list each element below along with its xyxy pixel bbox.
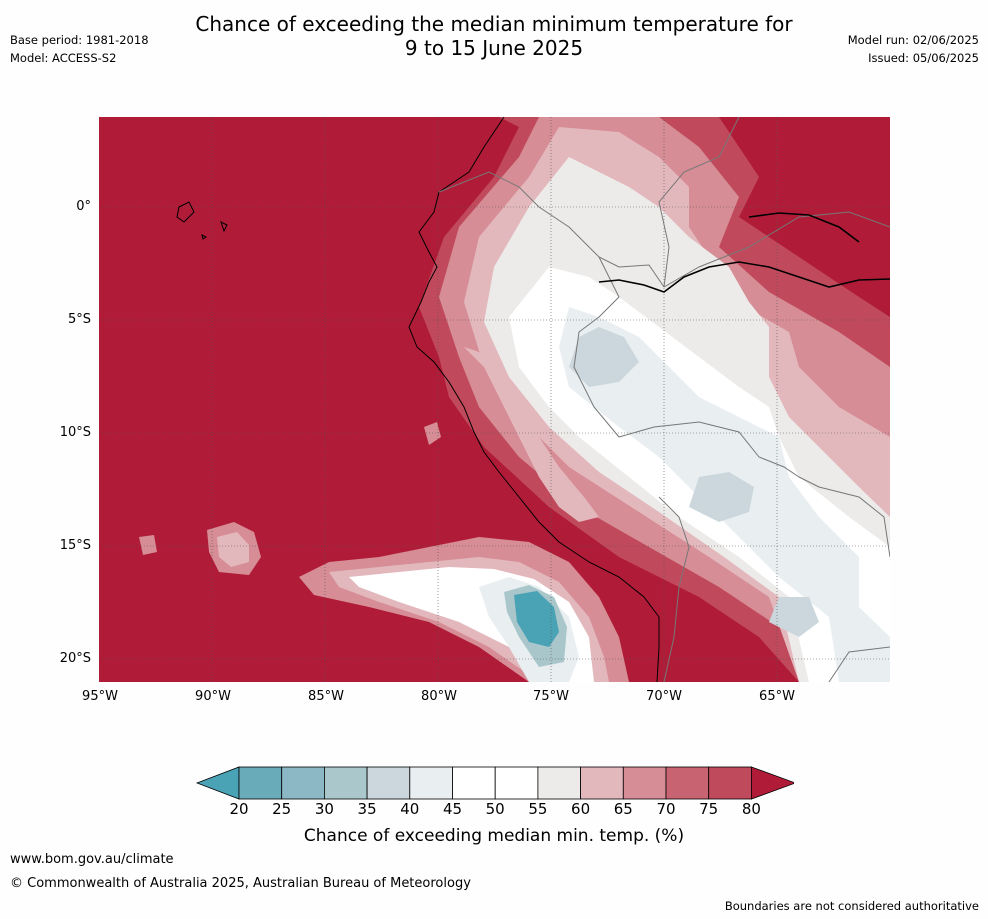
lon-label-80w: 80°W: [421, 689, 457, 704]
model-name: Model: ACCESS-S2: [10, 51, 117, 65]
lon-label-70w: 70°W: [646, 689, 682, 704]
colorbar-tick-label: 35: [357, 800, 377, 818]
lon-label-85w: 85°W: [308, 689, 344, 704]
colorbar-cell: [665, 766, 710, 800]
band-35: [569, 327, 639, 387]
title-line-1: Chance of exceeding the median minimum t…: [195, 12, 793, 36]
lon-label-95w: 95°W: [82, 689, 118, 704]
patch-coast-65: [464, 347, 599, 522]
coastline: [176, 117, 660, 682]
colorbar-cell: [366, 766, 411, 800]
colorbar-tick-label: 80: [741, 800, 761, 818]
band-35-b: [689, 472, 754, 522]
meta-right: Model run: 02/06/2025 Issued: 05/06/2025: [848, 31, 979, 67]
footer-url[interactable]: www.bom.gov.au/climate: [10, 852, 174, 867]
colorbar-cell: [537, 766, 581, 800]
patch-west-65: [217, 532, 249, 567]
colorbar: [196, 766, 794, 800]
colorbar-tick-label: 40: [400, 800, 420, 818]
colorbar-cell: [494, 766, 539, 800]
graticule: [99, 117, 890, 682]
colorbar-cell: [452, 766, 496, 800]
title-line-2: 9 to 15 June 2025: [404, 36, 584, 60]
footer-disclaimer: Boundaries are not considered authoritat…: [724, 899, 979, 913]
colorbar-tick-label: 60: [571, 800, 591, 818]
colorbar-arrow-high: [751, 766, 794, 800]
colorbar-cell: [708, 766, 752, 800]
colorbar-cell: [238, 766, 283, 800]
colorbar-tick-label: 70: [656, 800, 676, 818]
issued-date: Issued: 05/06/2025: [868, 51, 979, 65]
colorbar-cell: [409, 766, 453, 800]
footer-copyright: © Commonwealth of Australia 2025, Austra…: [10, 876, 471, 891]
colorbar-tick-label: 20: [229, 800, 249, 818]
colorbar-cell: [323, 766, 368, 800]
patch-south-20: [514, 591, 559, 647]
colorbar-title: Chance of exceeding median min. temp. (%…: [303, 826, 685, 846]
colorbar-cell: [622, 766, 667, 800]
colorbar-arrow-low: [196, 766, 240, 800]
lat-label-0: 0°: [76, 199, 91, 214]
forecast-map[interactable]: [99, 117, 890, 682]
patch-far-west-70: [139, 535, 157, 555]
colorbar-tick-label: 65: [613, 800, 633, 818]
lon-label-75w: 75°W: [533, 689, 569, 704]
colorbar-tick-label: 50: [485, 800, 505, 818]
base-period: Base period: 1981-2018: [10, 33, 149, 47]
lon-label-90w: 90°W: [195, 689, 231, 704]
colorbar-tick-label: 75: [699, 800, 719, 818]
lat-label-5s: 5°S: [67, 312, 91, 327]
lat-label-20s: 20°S: [59, 651, 91, 666]
model-run: Model run: 02/06/2025: [847, 33, 979, 47]
map-title: Chance of exceeding the median minimum t…: [0, 12, 988, 60]
colorbar-cell: [580, 766, 624, 800]
colorbar-tick-label: 25: [272, 800, 292, 818]
lat-label-10s: 10°S: [59, 425, 91, 440]
colorbar-tick-label: 45: [442, 800, 463, 818]
ocean-patches: [139, 347, 629, 682]
country-borders: [438, 117, 890, 682]
colorbar-tick-label: 30: [314, 800, 334, 818]
meta-left: Base period: 1981-2018 Model: ACCESS-S2: [10, 31, 149, 67]
colorbar-cell: [281, 766, 325, 800]
lon-label-65w: 65°W: [759, 689, 795, 704]
rivers: [598, 212, 890, 293]
band-35-c: [769, 597, 819, 637]
colorbar-tick-label: 55: [528, 800, 548, 818]
patch-mid-70: [424, 422, 441, 445]
lat-label-15s: 15°S: [59, 538, 91, 553]
